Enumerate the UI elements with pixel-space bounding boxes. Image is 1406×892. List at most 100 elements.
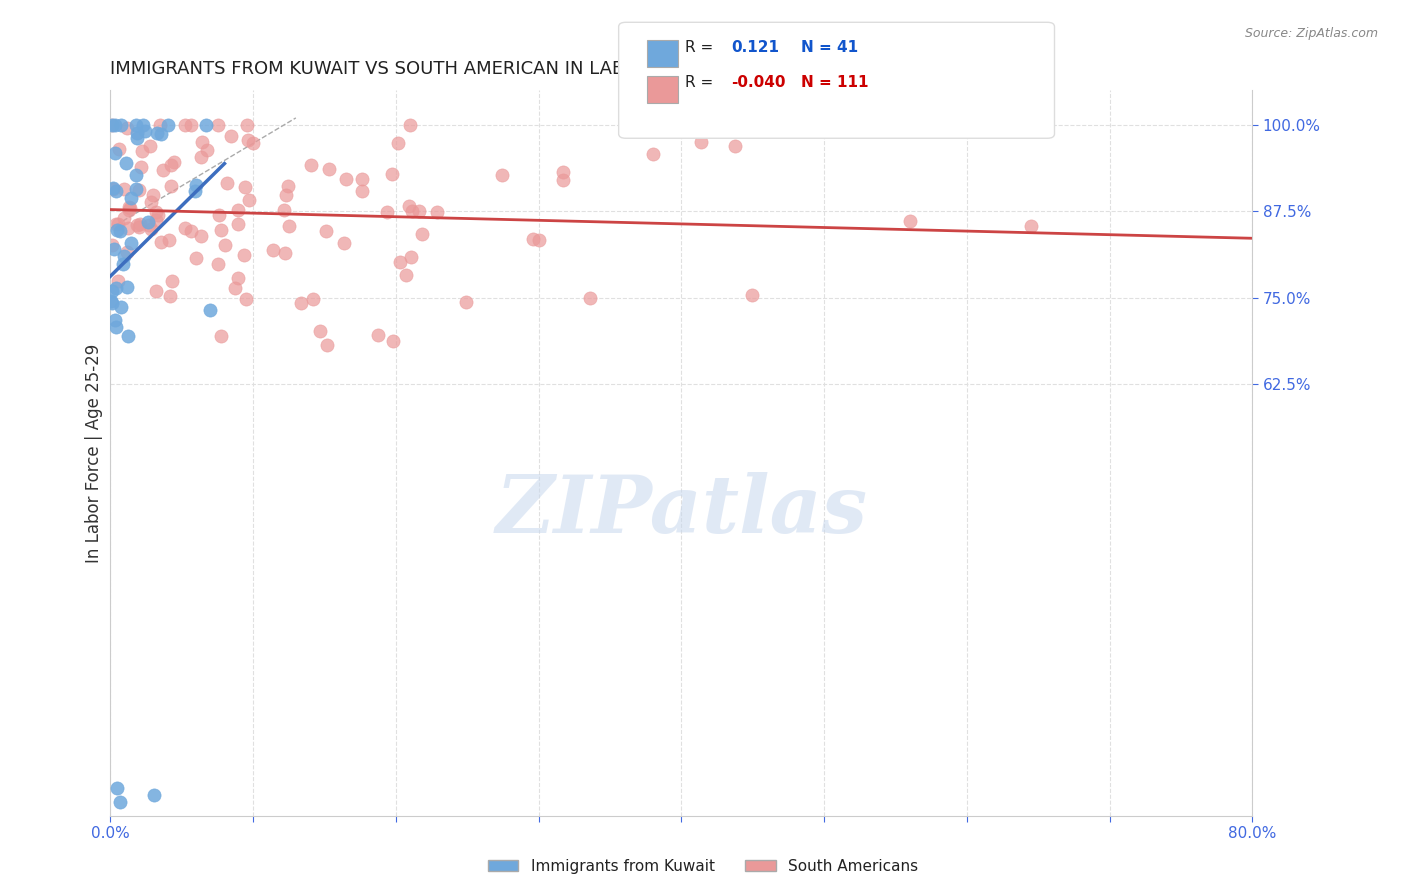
Point [350,172,373,186]
Point [426,204,449,219]
Point [401,204,423,219]
Point [108,143,131,157]
Point [411,227,433,242]
Point [138,139,160,153]
Point [115,280,138,294]
Point [105,222,128,236]
Point [132,118,155,132]
Point [145,284,167,298]
Point [143,788,166,802]
Text: R =: R = [685,76,713,90]
Point [174,220,197,235]
Point [125,168,148,182]
Point [236,133,259,147]
Point [103,145,125,160]
Point [221,129,243,144]
Point [156,118,179,132]
Point [456,295,478,310]
Point [159,234,181,248]
Point [236,118,259,132]
Point [129,160,152,174]
Point [233,248,256,262]
Point [302,292,325,306]
Point [207,257,229,271]
Point [138,218,160,232]
Point [278,219,301,233]
Point [382,334,405,348]
Point [529,233,551,247]
Point [228,218,250,232]
Text: Source: ZipAtlas.com: Source: ZipAtlas.com [1244,27,1378,40]
Point [238,193,260,207]
Point [350,184,373,198]
Point [226,270,249,285]
Point [215,177,238,191]
Legend: Immigrants from Kuwait, South Americans: Immigrants from Kuwait, South Americans [482,853,924,880]
Point [101,295,124,310]
Point [142,188,165,202]
Point [375,205,398,219]
Point [186,178,208,192]
Point [724,139,747,153]
Point [149,118,172,132]
Point [100,284,122,298]
Point [118,200,141,214]
Point [105,781,128,796]
Text: IMMIGRANTS FROM KUWAIT VS SOUTH AMERICAN IN LABOR FORCE | AGE 25-29 CORRELATION : IMMIGRANTS FROM KUWAIT VS SOUTH AMERICAN… [110,60,1029,78]
Point [120,236,142,251]
Point [308,324,330,338]
Point [579,291,602,305]
Point [107,273,129,287]
Point [118,202,141,217]
Point [398,199,420,213]
Point [277,178,299,193]
Point [190,229,212,244]
Point [160,158,183,172]
Point [184,184,207,198]
Point [101,181,124,195]
Point [399,118,422,132]
Point [139,194,162,209]
Point [273,202,295,217]
Point [146,208,169,222]
Point [389,255,412,269]
Point [100,293,122,308]
Point [101,118,124,132]
Point [333,236,356,251]
Point [367,328,389,343]
Point [101,182,124,196]
Point [159,179,181,194]
Point [108,224,131,238]
Point [108,795,131,809]
Point [145,205,167,219]
Point [139,222,162,236]
Point [125,131,148,145]
Point [128,220,150,235]
Point [491,168,513,182]
Point [125,218,148,232]
Point [551,165,574,179]
Point [104,217,127,231]
Point [125,118,148,132]
Point [103,242,125,256]
Point [110,118,132,132]
Point [741,288,763,302]
Point [117,244,139,259]
Point [235,292,257,306]
Point [104,319,127,334]
Point [117,220,139,235]
Point [553,173,575,187]
Text: R =: R = [685,40,713,54]
Point [226,202,249,217]
Point [233,180,256,194]
Point [898,214,921,228]
Point [408,204,430,219]
Point [207,118,229,132]
Point [150,127,173,141]
Point [112,249,135,263]
Point [110,300,132,314]
Text: N = 41: N = 41 [801,40,859,54]
Point [643,146,665,161]
Text: N = 111: N = 111 [801,76,869,90]
Point [118,201,141,215]
